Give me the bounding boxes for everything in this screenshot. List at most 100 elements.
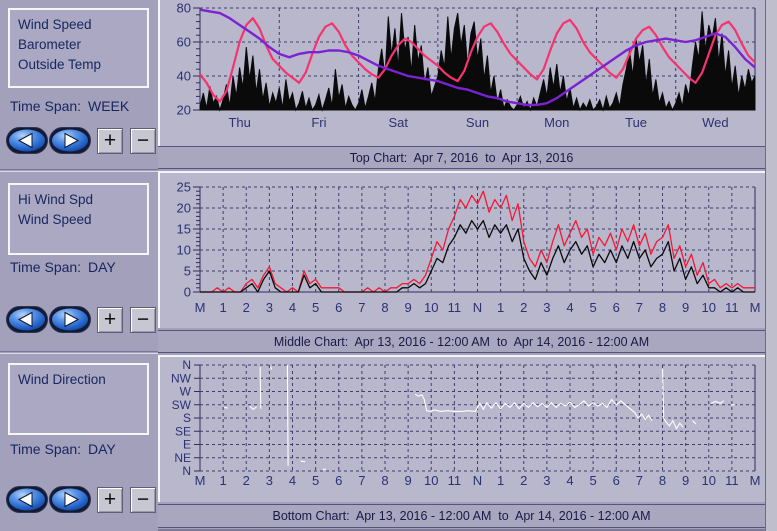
svg-text:Thu: Thu [228,115,250,130]
minus-icon: − [136,488,150,511]
svg-text:11: 11 [725,473,739,488]
zoom-out-button[interactable]: − [130,128,156,154]
zoom-in-button[interactable]: + [97,128,123,154]
top-chart-caption: Top Chart: Apr 7, 2016 to Apr 13, 2016 [158,146,765,169]
plus-icon: + [103,129,117,152]
svg-text:20: 20 [177,201,191,216]
zoom-in-button[interactable]: + [97,487,123,513]
back-button[interactable] [6,306,48,333]
svg-text:8: 8 [659,473,666,488]
svg-text:7: 7 [358,473,365,488]
svg-text:6: 6 [613,473,620,488]
forward-button[interactable] [49,306,91,333]
svg-text:Sat: Sat [388,115,408,130]
svg-text:5: 5 [590,473,597,488]
zoom-out-button[interactable]: − [130,307,156,333]
list-item[interactable]: Wind Speed [18,17,92,32]
svg-text:4: 4 [289,300,296,315]
svg-text:2: 2 [520,473,527,488]
svg-text:9: 9 [405,300,412,315]
svg-text:2: 2 [243,300,250,315]
middle-time-span-row: Time Span: DAY [10,259,156,277]
svg-text:3: 3 [543,300,550,315]
time-span-value[interactable]: DAY [88,259,116,275]
svg-text:1: 1 [220,300,227,315]
bottom-chart-nav: + − [6,486,158,514]
svg-text:M: M [750,473,761,488]
svg-text:3: 3 [543,473,550,488]
caption-text: Top Chart: Apr 7, 2016 to Apr 13, 2016 [349,150,574,165]
sidebar-divider [0,169,158,172]
bottom-chart-variable-list[interactable]: Wind Direction [8,363,149,435]
time-span-value[interactable]: WEEK [88,98,130,114]
svg-text:10: 10 [424,473,438,488]
window-right-edge [765,0,777,531]
list-item[interactable]: Wind Speed [18,212,92,227]
list-item[interactable]: Hi Wind Spd [18,192,94,207]
top-chart-variable-list[interactable]: Wind Speed Barometer Outside Temp [8,8,149,88]
sidebar-divider [0,351,158,354]
svg-text:10: 10 [702,300,716,315]
svg-text:E: E [183,438,191,452]
top-chart-nav: + − [6,127,158,155]
svg-text:40: 40 [177,69,191,84]
list-item[interactable]: Outside Temp [18,57,102,72]
left-arrow-icon [17,491,33,508]
svg-text:Fri: Fri [311,115,326,130]
svg-text:W: W [180,385,192,399]
svg-text:10: 10 [702,473,716,488]
svg-text:25: 25 [177,180,191,195]
svg-text:Sun: Sun [466,115,489,130]
svg-text:9: 9 [405,473,412,488]
middle-chart-nav: + − [6,306,158,334]
svg-text:2: 2 [243,473,250,488]
svg-text:0: 0 [184,285,191,300]
list-item[interactable]: Wind Direction [18,372,106,387]
time-span-label: Time Span: [10,98,82,114]
svg-text:Tue: Tue [625,115,647,130]
top-chart[interactable]: 20 40 60 80 Thu Fri Sat Sun Mon Tue Wed [160,0,765,144]
left-arrow-icon [17,311,33,328]
svg-text:6: 6 [613,300,620,315]
time-span-label: Time Span: [10,259,82,275]
zoom-in-button[interactable]: + [97,307,123,333]
svg-text:4: 4 [289,473,296,488]
svg-text:20: 20 [177,103,191,118]
sidebar: Wind Speed Barometer Outside Temp Time S… [0,0,158,531]
svg-text:60: 60 [177,35,191,50]
forward-button[interactable] [49,127,91,154]
chart-area: 20 40 60 80 Thu Fri Sat Sun Mon Tue Wed Top Chart:… [158,0,765,531]
svg-text:11: 11 [725,300,739,315]
svg-text:5: 5 [312,300,319,315]
middle-chart-variable-list[interactable]: Hi Wind Spd Wind Speed [8,183,149,255]
svg-text:SE: SE [175,424,191,438]
list-item[interactable]: Barometer [18,37,82,52]
svg-text:NE: NE [174,451,191,465]
plus-icon: + [103,488,117,511]
svg-text:SW: SW [172,398,192,412]
svg-text:3: 3 [266,300,273,315]
time-span-value[interactable]: DAY [88,441,116,457]
back-button[interactable] [6,486,48,513]
caption-text: Middle Chart: Apr 13, 2016 - 12:00 AM to… [273,334,650,349]
svg-text:5: 5 [184,264,191,279]
svg-text:6: 6 [335,300,342,315]
svg-text:11: 11 [448,473,462,488]
svg-text:Mon: Mon [544,115,569,130]
svg-text:5: 5 [312,473,319,488]
zoom-out-button[interactable]: − [130,487,156,513]
caption-text: Bottom Chart: Apr 13, 2016 - 12:00 AM to… [272,509,651,523]
svg-text:15: 15 [177,222,191,237]
svg-text:1: 1 [497,473,504,488]
svg-text:10: 10 [177,243,191,258]
forward-button[interactable] [49,486,91,513]
svg-text:7: 7 [358,300,365,315]
svg-text:M: M [750,300,761,315]
back-button[interactable] [6,127,48,154]
svg-text:3: 3 [266,473,273,488]
svg-text:M: M [195,473,206,488]
left-arrow-icon [17,132,33,149]
